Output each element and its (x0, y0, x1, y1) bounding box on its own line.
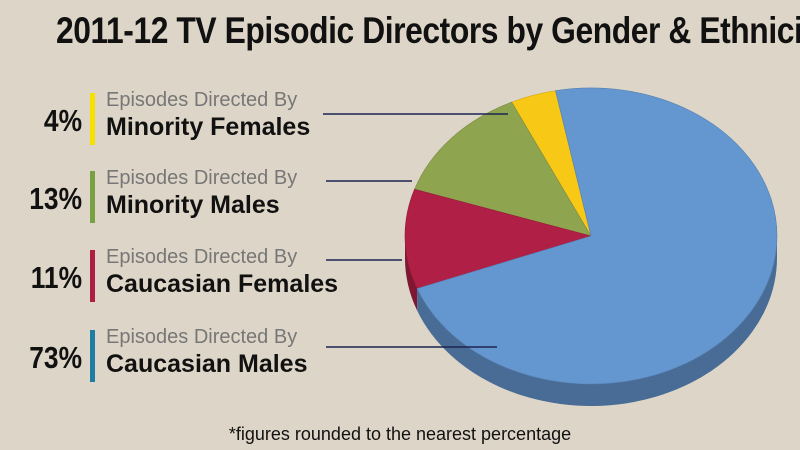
slice-percentage: 4% (43, 103, 82, 138)
legend-label: Caucasian Females (106, 270, 339, 298)
legend-color-bar (90, 93, 95, 145)
footnote: *figures rounded to the nearest percenta… (228, 424, 572, 444)
legend-label: Caucasian Males (106, 350, 308, 378)
slice-percentage: 13% (29, 181, 82, 216)
legend-item-minority-females: 4% Episodes Directed By Minority Females (0, 89, 400, 153)
legend-prefix: Episodes Directed By (106, 246, 298, 268)
legend-item-minority-males: 13% Episodes Directed By Minority Males (0, 167, 400, 231)
legend-color-bar (90, 330, 95, 382)
pie-side-caucasian-females (405, 236, 418, 311)
legend-label: Minority Females (106, 113, 311, 141)
legend-item-caucasian-males: 73% Episodes Directed By Caucasian Males (0, 326, 400, 390)
legend-item-caucasian-females: 11% Episodes Directed By Caucasian Femal… (0, 246, 400, 310)
slice-percentage: 11% (30, 260, 82, 295)
pie-slice-caucasian-females (404, 188, 593, 289)
legend-label: Minority Males (106, 191, 280, 219)
slice-percentage: 73% (29, 340, 82, 375)
pie-side-caucasian-males (417, 236, 777, 406)
legend-prefix: Episodes Directed By (106, 167, 298, 189)
legend-prefix: Episodes Directed By (106, 326, 298, 348)
pie-slice-caucasian-males (416, 87, 778, 385)
chart-title: 2011-12 TV Episodic Directors by Gender … (56, 10, 800, 51)
legend-prefix: Episodes Directed By (106, 89, 298, 111)
legend-color-bar (90, 171, 95, 223)
legend-color-bar (90, 250, 95, 302)
pie-slice-minority-males (414, 101, 592, 237)
